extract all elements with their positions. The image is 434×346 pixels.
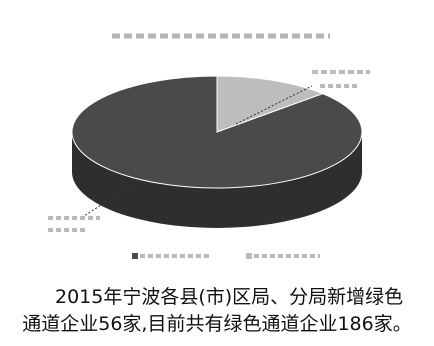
leader-line-left (83, 183, 135, 217)
legend-swatch-2 (246, 253, 252, 259)
pie-slice-1 (71, 75, 363, 189)
pie-chart (40, 6, 394, 282)
pie-group (71, 75, 363, 228)
caption-line-1: 2015年宁波各县(市)区局、分局新增绿色 (55, 286, 404, 308)
legend-swatch-1 (132, 253, 138, 259)
pie-side-1 (72, 132, 362, 228)
pie-slice-0 (216, 75, 325, 133)
caption-line-2: 通道企业56家,目前共有绿色通道企业186家。 (22, 313, 412, 335)
caption: 2015年宁波各县(市)区局、分局新增绿色 通道企业56家,目前共有绿色通道企业… (0, 284, 434, 338)
chart-frame (40, 6, 394, 282)
